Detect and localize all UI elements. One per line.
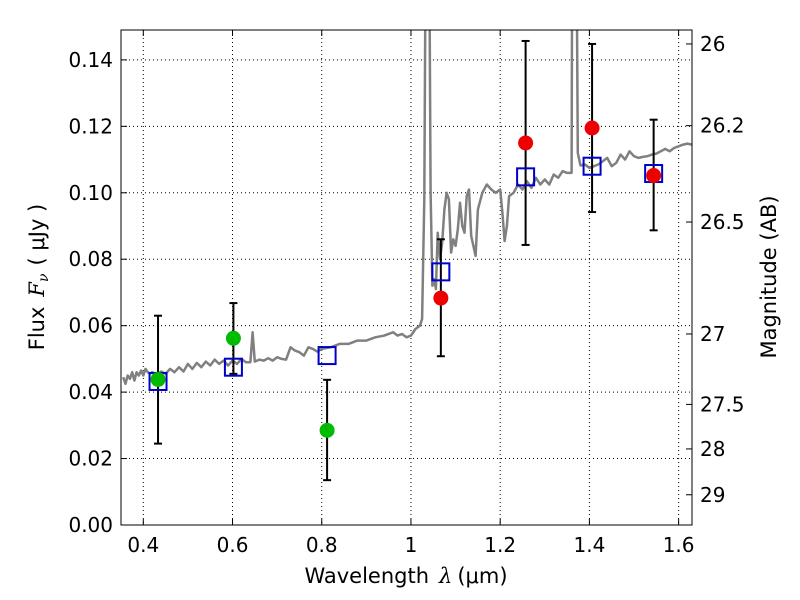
magnitude-tick-label: 26: [700, 32, 725, 56]
model-photometry-square: [317, 346, 337, 366]
observed-infrared-point: [646, 168, 662, 184]
x-tick-label: 0.8: [306, 533, 338, 557]
magnitude-tick-label: 27.5: [700, 392, 745, 416]
observed-optical-point: [319, 422, 335, 438]
observed-optical-point: [225, 330, 241, 346]
y-tick-label: 0.12: [68, 114, 113, 138]
y-axis-label-text: Flux: [25, 307, 49, 351]
model-photometry-square: [516, 167, 536, 187]
axis-ticks: 0.4 0.6 0.8 1 1.2 1.4 1.6 0.00 0.02 0.04 0.06 0.08 0…: [68, 30, 745, 557]
y-axis-label-symbol: F: [25, 281, 49, 298]
y-axis-label-unit: ( μJy ): [25, 204, 49, 266]
observed-infrared-point: [518, 135, 534, 151]
y-tick-label: 0.10: [68, 181, 113, 205]
grid-lines: [121, 30, 692, 526]
model-photometry-square: [582, 156, 602, 176]
observed-optical-point: [150, 371, 166, 387]
x-axis-label-unit: (μm): [457, 564, 507, 588]
magnitude-tick-label: 27: [700, 322, 725, 346]
magnitude-tick-label: 26.5: [700, 210, 745, 234]
y-tick-label: 0.02: [68, 447, 113, 471]
x-axis-label: Wavelength λ (μm): [304, 564, 507, 588]
plot-frame: [120, 29, 693, 526]
x-tick-label: 1.2: [484, 533, 516, 557]
x-tick-label: 0.4: [127, 533, 159, 557]
y-tick-label: 0.14: [68, 48, 113, 72]
y-tick-label: 0.06: [68, 314, 113, 338]
y-tick-label: 0.04: [68, 380, 113, 404]
y-axis-label-subscript: ν: [36, 273, 52, 282]
x-tick-label: 1.4: [573, 533, 605, 557]
y-tick-label: 0.08: [68, 247, 113, 271]
model-photometry-square: [431, 262, 451, 282]
magnitude-tick-label: 28: [700, 437, 725, 461]
data-markers: [148, 120, 664, 438]
x-axis-label-text: Wavelength: [304, 564, 429, 588]
magnitude-tick-label: 26.2: [700, 114, 745, 138]
x-axis-label-symbol: λ: [438, 564, 452, 588]
observed-infrared-point: [584, 120, 600, 136]
observed-infrared-point: [433, 290, 449, 306]
magnitude-axis-label: Magnitude (AB): [757, 195, 781, 358]
y-tick-label: 0.00: [68, 513, 113, 537]
x-tick-label: 1.6: [663, 533, 695, 557]
model-photometry-square: [223, 357, 243, 377]
y-axis-label: Flux Fν ( μJy ): [25, 204, 52, 350]
x-tick-label: 1: [405, 533, 418, 557]
magnitude-tick-label: 29: [700, 483, 725, 507]
x-tick-label: 0.6: [217, 533, 249, 557]
